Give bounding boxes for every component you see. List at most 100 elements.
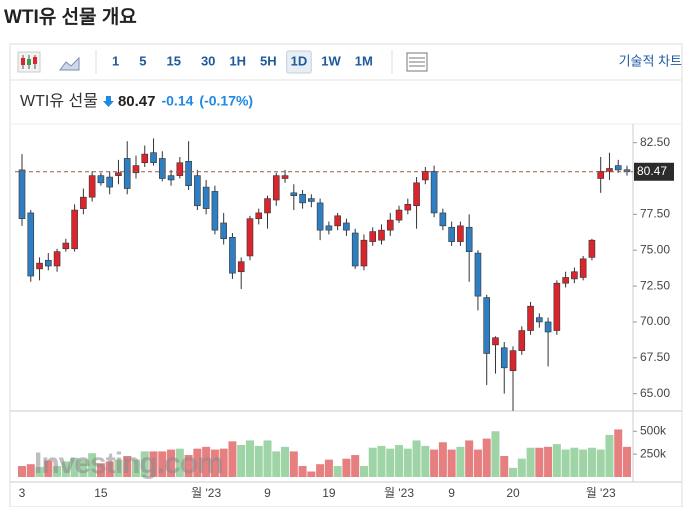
candle-body [465,226,473,252]
candle [158,151,166,182]
interval-button[interactable]: 1H [229,53,246,68]
volume-bar [324,459,333,477]
candle [492,336,499,374]
interval-label[interactable]: 1W [321,53,341,68]
candle [509,346,517,411]
candle-body [544,321,552,333]
candle-body [588,239,596,258]
technical-chart-link[interactable]: 기술적 차트 [619,53,682,68]
x-tick-label: 15 [94,486,108,500]
volume-bar [61,461,70,477]
candle-body [448,226,455,242]
volume-bar [333,466,342,477]
candle [343,218,350,236]
candle [386,212,394,236]
candle [588,238,596,261]
volume-bar [316,464,325,477]
volume-bar [509,467,518,477]
interval-button[interactable]: 1W [321,53,341,68]
candle-icon[interactable] [17,51,41,73]
candle [220,212,227,245]
volume-bar [517,458,526,477]
last-price-label: 80.47 [637,164,667,178]
table-icon[interactable] [406,52,428,72]
interval-button[interactable]: 15 [166,53,180,68]
volume-bar [368,447,377,477]
volume-bar [18,466,26,477]
candle-body [430,171,438,214]
candle [544,317,552,367]
candle-body [27,212,35,277]
volume-bar [237,445,246,477]
candle-body [562,277,569,284]
volume-bar [96,463,105,477]
y-tick-label: 77.50 [640,207,670,221]
volume-bar [605,434,614,477]
candle-body [123,158,131,189]
candle-body [606,168,613,172]
candle-body [264,198,271,214]
candle [53,248,61,272]
volume-bar [447,449,456,477]
volume-bar [175,448,184,477]
volume-bar [359,466,368,477]
candle-body [500,347,508,369]
candle [308,194,315,208]
interval-label[interactable]: 1D [291,53,308,68]
candle [430,165,438,218]
candle-body [422,171,429,181]
candle [579,255,587,281]
candle-body [211,191,219,231]
volume-bar [202,446,211,477]
candle-body [509,350,517,372]
down-arrow [102,96,114,107]
interval-label[interactable]: 30 [201,53,215,68]
interval-label[interactable]: 1H [229,53,246,68]
x-tick-label: 월 '23 [191,486,221,500]
volume-bar [342,458,351,477]
candle-body [106,176,113,188]
candle [281,169,289,183]
candle-body [18,169,26,219]
interval-label[interactable]: 15 [166,53,180,68]
interval-button[interactable]: 1 [112,53,119,68]
candle-body [597,171,604,179]
x-tick-label: 20 [506,486,520,500]
candle-body [386,219,394,231]
interval-button[interactable]: 1M [355,53,373,68]
candle [299,189,306,209]
volume-bar [403,448,412,477]
candle-body [334,215,341,227]
candle-body [194,175,201,207]
volume-bar [105,461,114,477]
volume-bar [570,447,579,477]
interval-button[interactable]: 5 [139,53,146,68]
interval-label[interactable]: 1M [355,53,373,68]
interval-label[interactable]: 5H [260,53,277,68]
candle-body [115,172,122,176]
interval-button[interactable]: 30 [201,53,215,68]
candle [202,179,210,215]
volume-bar [526,447,535,477]
candles [18,138,631,411]
interval-label[interactable]: 5 [139,53,146,68]
candle [553,280,561,335]
interval-button[interactable]: 1D [286,50,312,74]
candle-body [518,330,526,351]
interval-label[interactable]: 1 [112,53,119,68]
candle-body [325,225,333,231]
candle-body [132,165,140,174]
candle [80,188,87,215]
candle [237,257,245,289]
volume-bar [535,447,544,477]
area-icon[interactable] [59,56,80,71]
candle [325,221,333,235]
interval-button[interactable]: 5H [260,53,277,68]
volume-bar [386,448,395,477]
candle-body [220,222,227,240]
volume-bar [167,449,176,477]
candle [36,257,43,281]
candle [45,253,52,271]
